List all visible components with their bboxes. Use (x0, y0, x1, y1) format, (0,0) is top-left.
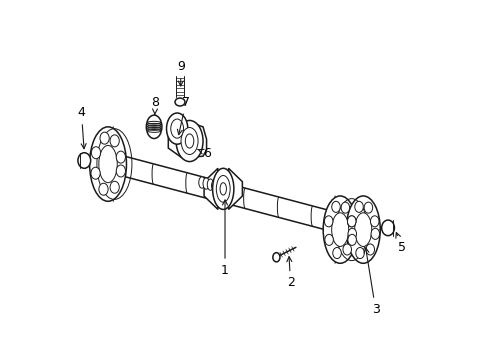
Ellipse shape (211, 180, 218, 192)
Ellipse shape (364, 202, 372, 213)
Ellipse shape (381, 220, 394, 236)
Text: 6: 6 (198, 147, 211, 160)
Ellipse shape (116, 151, 125, 163)
Ellipse shape (331, 201, 340, 212)
Ellipse shape (354, 201, 363, 212)
Ellipse shape (331, 213, 348, 247)
Ellipse shape (170, 119, 183, 138)
Text: 1: 1 (221, 200, 228, 277)
Ellipse shape (185, 134, 193, 148)
Text: 4: 4 (78, 106, 86, 149)
Ellipse shape (220, 182, 226, 193)
Ellipse shape (370, 228, 379, 239)
Text: 9: 9 (176, 60, 184, 86)
Ellipse shape (346, 196, 380, 263)
Ellipse shape (365, 244, 374, 255)
Ellipse shape (342, 244, 351, 255)
Ellipse shape (110, 135, 119, 147)
Polygon shape (203, 168, 218, 210)
Polygon shape (168, 120, 206, 158)
Ellipse shape (175, 98, 184, 106)
Text: 7: 7 (177, 95, 190, 135)
Ellipse shape (198, 177, 205, 188)
Text: 5: 5 (395, 233, 406, 254)
Ellipse shape (181, 127, 198, 154)
Ellipse shape (216, 175, 230, 202)
Ellipse shape (91, 167, 100, 179)
Ellipse shape (99, 145, 117, 183)
Polygon shape (93, 148, 339, 234)
Ellipse shape (100, 132, 109, 144)
Ellipse shape (347, 216, 355, 227)
Ellipse shape (347, 228, 356, 239)
Ellipse shape (323, 196, 356, 263)
Ellipse shape (146, 115, 162, 139)
Ellipse shape (354, 213, 371, 247)
Ellipse shape (91, 147, 101, 159)
Ellipse shape (347, 234, 356, 246)
Ellipse shape (370, 216, 378, 227)
Ellipse shape (203, 178, 209, 189)
Ellipse shape (215, 181, 222, 192)
Ellipse shape (272, 253, 279, 262)
Polygon shape (228, 168, 242, 210)
Ellipse shape (99, 183, 108, 195)
Ellipse shape (116, 165, 125, 177)
Ellipse shape (324, 234, 333, 246)
Ellipse shape (341, 202, 349, 213)
Ellipse shape (355, 248, 364, 258)
Ellipse shape (166, 113, 187, 144)
Ellipse shape (212, 168, 233, 210)
Ellipse shape (347, 216, 355, 227)
Ellipse shape (89, 127, 126, 201)
Ellipse shape (78, 153, 90, 168)
Text: 8: 8 (151, 95, 159, 114)
Text: 2: 2 (286, 257, 294, 289)
Ellipse shape (324, 216, 332, 227)
Ellipse shape (224, 183, 230, 194)
Ellipse shape (110, 181, 119, 193)
Ellipse shape (332, 248, 341, 258)
Ellipse shape (220, 183, 226, 195)
Text: 3: 3 (363, 248, 379, 316)
Ellipse shape (176, 121, 203, 162)
Ellipse shape (207, 179, 213, 190)
